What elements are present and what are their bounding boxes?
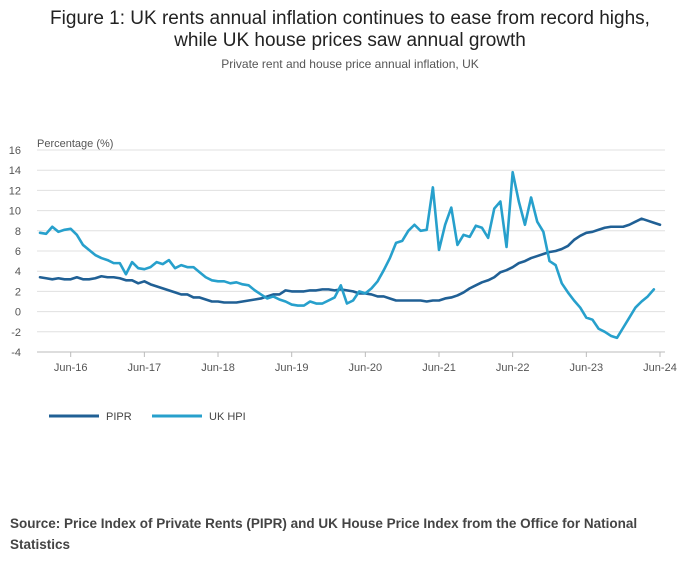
y-axis-title: Percentage (%) bbox=[37, 138, 113, 150]
x-tick-label: Jun-17 bbox=[128, 362, 162, 374]
y-tick-label: -2 bbox=[11, 327, 21, 339]
legend-label: PIPR bbox=[106, 411, 132, 423]
chart-title: Figure 1: UK rents annual inflation cont… bbox=[0, 8, 700, 52]
y-tick-label: -4 bbox=[11, 347, 21, 359]
x-tick-label: Jun-16 bbox=[54, 362, 88, 374]
uk-hpi-legend[interactable]: UK HPI bbox=[152, 411, 246, 423]
x-tick-label: Jun-18 bbox=[201, 362, 235, 374]
chart-title-line-1: Figure 1: UK rents annual inflation cont… bbox=[50, 8, 650, 29]
axes: Percentage (%) -4 -2 0 2 4 6 8 10 12 14 16 Jun-16 Ju… bbox=[9, 138, 677, 374]
x-tick-label: Jun-24 bbox=[643, 362, 677, 374]
y-tick-label: 10 bbox=[9, 206, 21, 218]
pipr-legend[interactable]: PIPR bbox=[49, 411, 132, 423]
gridlines bbox=[37, 149, 665, 353]
y-tick-label: 6 bbox=[15, 246, 21, 258]
legend-label: UK HPI bbox=[209, 411, 246, 423]
y-tick-label: 14 bbox=[9, 165, 21, 177]
chart-subtitle: Private rent and house price annual infl… bbox=[221, 57, 479, 71]
y-tick-label: 16 bbox=[9, 145, 21, 157]
y-tick-label: 0 bbox=[15, 307, 21, 319]
x-tick-label: Jun-20 bbox=[349, 362, 383, 374]
uk-hpi-line[interactable] bbox=[38, 170, 656, 340]
x-tick-label: Jun-23 bbox=[570, 362, 604, 374]
pipr-line[interactable] bbox=[38, 217, 662, 304]
x-tick-label: Jun-19 bbox=[275, 362, 309, 374]
legend: PIPR UK HPI bbox=[49, 411, 246, 423]
series-lines bbox=[38, 170, 662, 340]
x-tick-label: Jun-22 bbox=[496, 362, 530, 374]
chart-title-line-2: while UK house prices saw annual growth bbox=[174, 30, 526, 51]
y-tick-label: 2 bbox=[15, 286, 21, 298]
x-tick-label: Jun-21 bbox=[422, 362, 456, 374]
y-tick-label: 4 bbox=[15, 266, 21, 278]
source-note: Source: Price Index of Private Rents (PI… bbox=[10, 516, 638, 552]
y-tick-label: 12 bbox=[9, 185, 21, 197]
y-tick-label: 8 bbox=[15, 226, 21, 238]
